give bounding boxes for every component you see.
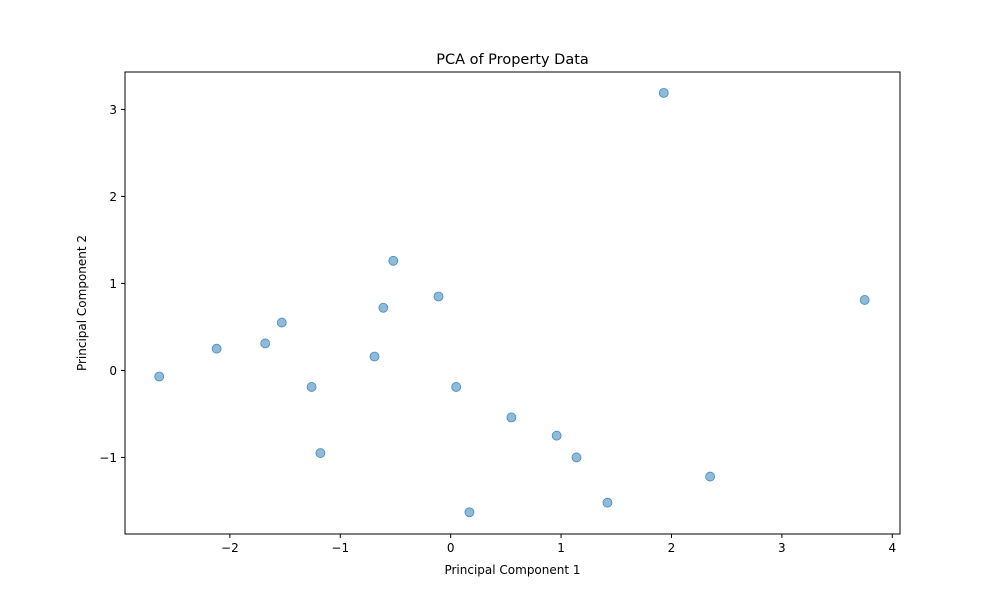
data-point — [276, 317, 287, 328]
x-tick-label: −2 — [221, 541, 239, 555]
data-point — [306, 382, 317, 392]
data-point — [602, 497, 613, 508]
data-point — [154, 371, 165, 382]
data-point — [369, 351, 380, 362]
x-tick-label: 2 — [668, 541, 676, 555]
x-axis-label: Principal Component 1 — [444, 563, 580, 577]
x-tick-label: −1 — [331, 541, 349, 555]
y-tick-label: 1 — [109, 277, 117, 291]
x-tick-label: 4 — [888, 541, 896, 555]
chart-title: PCA of Property Data — [436, 52, 589, 68]
data-point — [315, 448, 326, 458]
x-tick-label: 3 — [778, 541, 786, 555]
y-tick-label: 3 — [109, 103, 117, 117]
y-tick-label: −1 — [99, 451, 117, 465]
data-point — [506, 412, 517, 423]
x-axis-ticks: −2 −1 0 1 2 3 4 — [221, 534, 896, 555]
x-tick-label: 0 — [447, 541, 455, 555]
y-axis-ticks: −1 0 1 2 3 — [99, 103, 125, 465]
data-point — [705, 471, 716, 482]
data-point — [859, 295, 870, 305]
data-point — [433, 291, 444, 302]
x-tick-label: 1 — [557, 541, 565, 555]
y-tick-label: 2 — [109, 190, 117, 204]
data-point — [378, 302, 389, 313]
data-point — [571, 452, 582, 463]
plot-area-frame — [124, 71, 901, 535]
data-point — [211, 343, 222, 354]
data-point — [260, 338, 271, 349]
data-points — [154, 87, 870, 518]
data-point — [464, 507, 475, 518]
y-axis-label: Principal Component 2 — [75, 235, 89, 371]
data-point — [451, 382, 462, 392]
data-point — [388, 255, 399, 266]
data-point — [658, 87, 669, 98]
y-tick-label: 0 — [109, 364, 117, 378]
data-point — [551, 430, 562, 441]
